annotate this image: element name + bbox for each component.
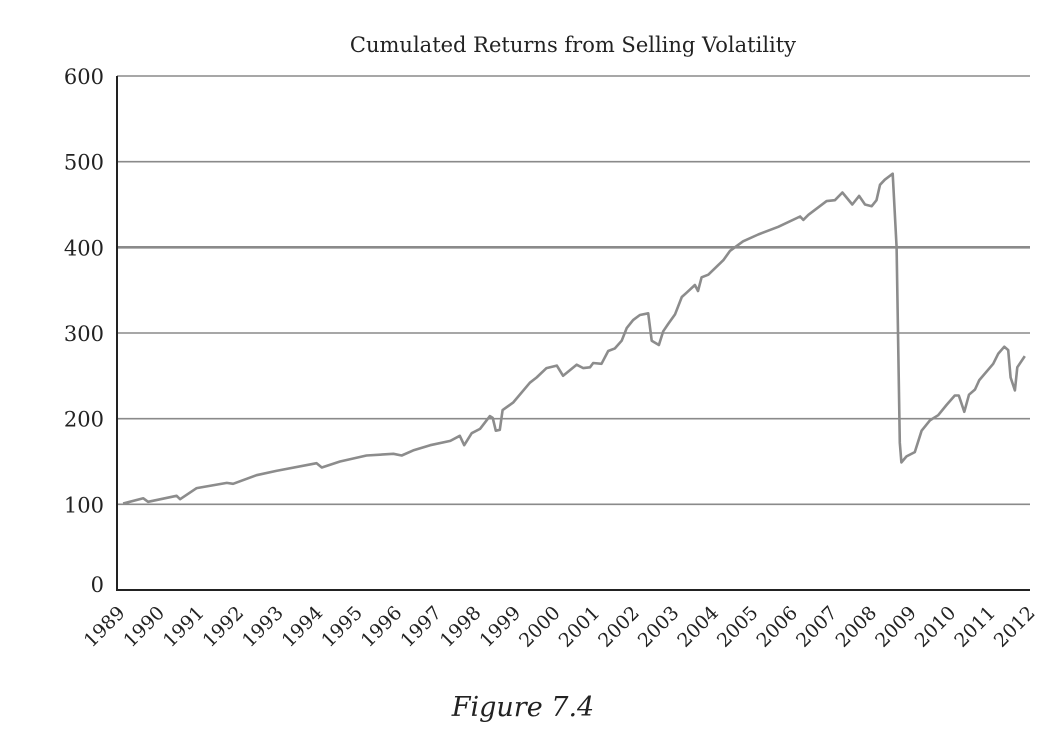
y-tick-label: 600 xyxy=(64,65,104,89)
x-tick-label: 2001 xyxy=(555,602,605,652)
y-tick-label: 200 xyxy=(64,408,104,432)
x-tick-label: 2004 xyxy=(673,602,723,652)
x-tick-label: 1991 xyxy=(159,602,209,652)
x-tick-label: 2010 xyxy=(911,602,961,652)
x-tick-label: 2007 xyxy=(792,602,842,652)
x-tick-label: 2003 xyxy=(634,602,684,652)
figure-caption: Figure 7.4 xyxy=(451,692,595,723)
x-tick-label: 1990 xyxy=(119,602,169,652)
x-tick-label: 1999 xyxy=(475,602,525,652)
line-chart: Cumulated Returns from Selling Volatilit… xyxy=(64,33,1040,652)
y-tick-label: 500 xyxy=(64,151,104,175)
x-tick-label: 2009 xyxy=(871,602,921,652)
chart-title: Cumulated Returns from Selling Volatilit… xyxy=(350,33,796,57)
x-tick-label: 2006 xyxy=(752,602,802,652)
x-tick-label: 2011 xyxy=(950,602,1000,652)
x-tick-label: 2008 xyxy=(832,602,882,652)
x-tick-label: 1996 xyxy=(357,602,407,652)
x-tick-label: 1997 xyxy=(396,602,446,652)
x-tick-label: 1995 xyxy=(317,602,367,652)
x-tick-label: 1994 xyxy=(278,602,328,652)
series-line xyxy=(122,172,1026,505)
y-tick-label: 300 xyxy=(64,322,104,346)
y-tick-label: 400 xyxy=(64,236,104,260)
x-tick-label: 1993 xyxy=(238,602,288,652)
x-tick-label: 2012 xyxy=(990,602,1040,652)
x-tick-label: 2000 xyxy=(515,602,565,652)
x-tick-label: 1992 xyxy=(198,602,248,652)
x-tick-label: 2002 xyxy=(594,602,644,652)
x-tick-label: 1989 xyxy=(80,602,130,652)
y-tick-label: 0 xyxy=(91,573,104,597)
x-tick-label: 2005 xyxy=(713,602,763,652)
y-tick-label: 100 xyxy=(64,493,104,517)
x-tick-label: 1998 xyxy=(436,602,486,652)
